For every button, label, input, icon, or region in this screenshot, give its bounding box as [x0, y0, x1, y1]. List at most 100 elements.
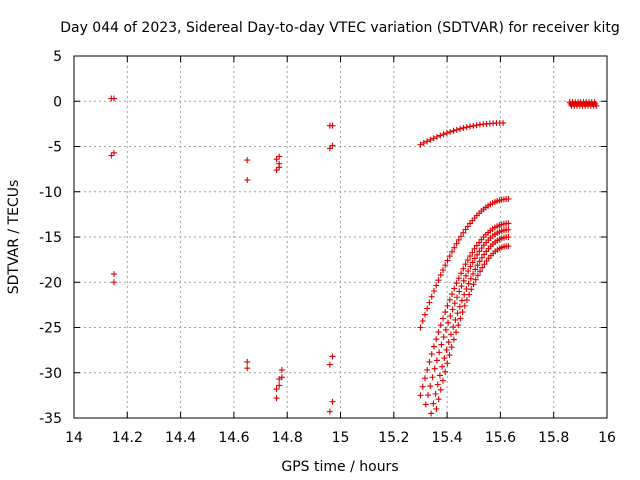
x-tick-label: 14.6: [218, 430, 249, 446]
data-point: [467, 263, 474, 270]
data-point: [419, 383, 426, 390]
data-point: [474, 262, 481, 269]
data-point: [444, 257, 451, 264]
data-point: [455, 322, 462, 329]
y-tick-labels: 5 0 -5 -10 -15 -20 -25 -30 -35: [39, 49, 62, 427]
y-tick-label: -10: [39, 185, 62, 201]
data-point: [326, 145, 333, 152]
data-point: [446, 352, 453, 359]
data-point: [477, 268, 484, 275]
data-point: [436, 349, 443, 356]
data-point: [276, 382, 283, 389]
data-point: [428, 410, 435, 417]
data-point: [437, 132, 444, 139]
data-point: [450, 127, 457, 134]
data-point: [505, 195, 512, 202]
data-point: [437, 322, 444, 329]
data-point: [465, 268, 472, 275]
data-point: [442, 262, 449, 269]
data-point: [459, 309, 466, 316]
data-point: [433, 133, 440, 140]
data-point: [449, 291, 456, 298]
data-point: [463, 297, 470, 304]
data-point: [427, 383, 434, 390]
x-tick-label: 16: [598, 430, 616, 446]
data-point: [460, 229, 467, 236]
data-point: [462, 226, 469, 233]
data-point: [460, 124, 467, 131]
data-point: [445, 319, 452, 326]
data-point: [452, 316, 459, 323]
data-points: [108, 95, 600, 417]
data-point: [471, 245, 478, 252]
y-tick-label: -5: [48, 140, 62, 156]
data-point: [434, 381, 441, 388]
y-axis-label: SDTVAR / TECUs: [6, 180, 22, 295]
data-point: [444, 360, 451, 367]
data-point: [442, 309, 449, 316]
x-tick-label: 15.6: [485, 430, 516, 446]
data-point: [419, 317, 426, 324]
data-point: [440, 267, 446, 274]
data-point: [440, 131, 447, 138]
data-point: [458, 270, 465, 277]
data-point: [422, 401, 429, 408]
data-point: [467, 253, 474, 260]
data-point: [481, 261, 488, 268]
data-point: [467, 275, 474, 282]
data-point: [460, 265, 467, 272]
data-point: [449, 248, 456, 255]
data-point: [454, 310, 461, 317]
data-point: [458, 283, 465, 290]
y-tick-label: -20: [39, 275, 62, 291]
x-tick-label: 14: [65, 430, 83, 446]
data-point: [463, 124, 470, 131]
x-tick-label: 14.2: [112, 430, 143, 446]
data-point: [444, 302, 451, 309]
data-point: [470, 270, 477, 277]
data-point: [473, 242, 480, 249]
data-point: [471, 255, 478, 262]
data-point: [420, 139, 427, 146]
data-point: [468, 286, 475, 293]
data-point: [437, 386, 444, 393]
data-point: [447, 313, 454, 320]
y-tick-label: 0: [53, 94, 62, 110]
data-point: [273, 156, 280, 163]
data-point: [417, 392, 424, 399]
data-point: [453, 280, 460, 287]
data-point: [456, 303, 463, 310]
data-point: [455, 236, 462, 243]
data-point: [426, 358, 433, 365]
chart-title: Day 044 of 2023, Sidereal Day-to-day VTE…: [60, 20, 620, 36]
data-point: [443, 130, 450, 137]
data-point: [456, 288, 463, 295]
data-point: [445, 339, 452, 346]
y-tick-label: -30: [39, 366, 62, 382]
data-point: [433, 336, 440, 343]
data-point: [326, 361, 333, 368]
data-point: [424, 366, 431, 373]
data-point: [425, 392, 432, 399]
y-tick-label: 5: [53, 49, 62, 65]
data-point: [451, 244, 458, 251]
y-tick-label: -15: [39, 230, 62, 246]
data-point: [593, 102, 600, 109]
data-point: [428, 351, 435, 358]
data-point: [329, 353, 336, 360]
plot-frame: [73, 55, 608, 419]
data-point: [428, 293, 435, 300]
data-point: [430, 135, 437, 142]
data-point: [326, 408, 333, 415]
data-point: [441, 355, 448, 362]
x-tick-label: 15.4: [432, 430, 463, 446]
data-point: [244, 358, 251, 365]
data-point: [451, 300, 458, 307]
data-point: [427, 136, 434, 143]
data-point: [110, 95, 117, 102]
data-point: [244, 365, 251, 372]
data-point: [436, 372, 443, 379]
data-point: [435, 396, 442, 403]
data-point: [430, 343, 437, 350]
